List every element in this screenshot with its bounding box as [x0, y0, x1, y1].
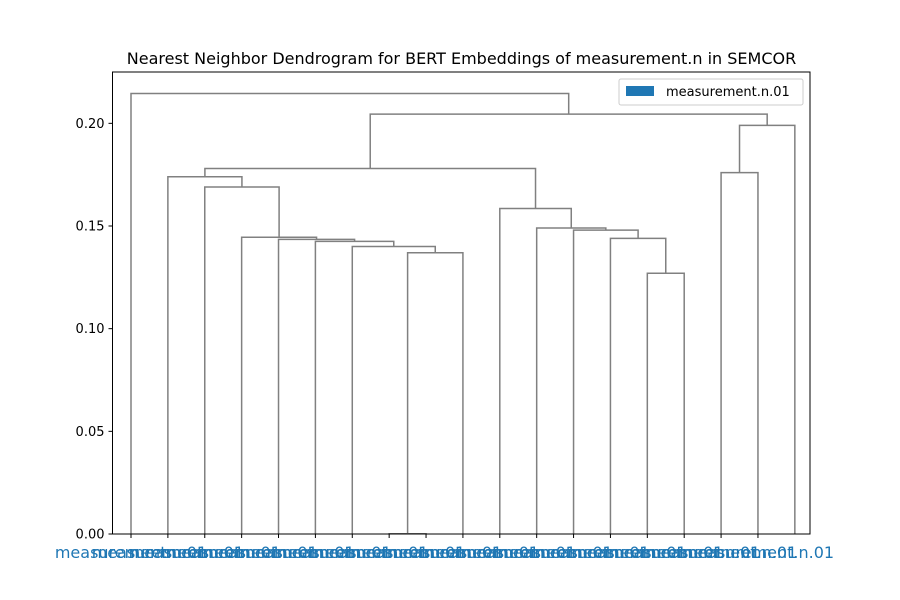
- leaf-label: measurement.n.01: [92, 543, 244, 562]
- leaf-label: measurement.n.01: [461, 543, 613, 562]
- leaf-label: measurement.n.01: [129, 543, 281, 562]
- legend-box: [618, 78, 804, 106]
- dendrogram-links: [130, 92, 796, 535]
- leaf-label: measurement.n.01: [276, 543, 428, 562]
- leaf-label: measurement.n.01: [645, 543, 797, 562]
- dendrogram-link-17: [130, 92, 570, 534]
- axes-frame: [112, 71, 811, 535]
- y-tick-label: 0.20: [76, 117, 105, 132]
- legend-swatch-measurement: [626, 86, 654, 96]
- x-axis: measurement.n.01measurement.n.01measurem…: [55, 534, 834, 562]
- y-tick-label: 0.15: [76, 220, 105, 235]
- leaf-label: measurement.n.01: [608, 543, 760, 562]
- legend-label: measurement.n.01: [666, 85, 790, 100]
- chart-title: Nearest Neighbor Dendrogram for BERT Emb…: [127, 49, 796, 68]
- leaf-label: measurement.n.01: [682, 543, 834, 562]
- leaf-label: measurement.n.01: [350, 543, 502, 562]
- legend: measurement.n.01: [618, 78, 804, 106]
- leaf-label: measurement.n.01: [55, 543, 207, 562]
- y-axis: 0.00 0.05 0.10 0.15 0.20: [76, 117, 113, 543]
- y-tick-label: 0.05: [76, 425, 105, 440]
- leaf-label: measurement.n.01: [202, 543, 354, 562]
- y-tick-label: 0.10: [76, 322, 105, 337]
- leaf-label: measurement.n.01: [387, 543, 539, 562]
- leaf-label: measurement.n.01: [239, 543, 391, 562]
- leaf-label: measurement.n.01: [534, 543, 686, 562]
- leaf-label: measurement.n.01: [165, 543, 317, 562]
- leaf-label: measurement.n.01: [571, 543, 723, 562]
- y-tick-label: 0.00: [76, 528, 105, 543]
- leaf-label: measurement.n.01: [497, 543, 649, 562]
- leaf-label: measurement.n.01: [424, 543, 576, 562]
- leaf-label: measurement.n.01: [313, 543, 465, 562]
